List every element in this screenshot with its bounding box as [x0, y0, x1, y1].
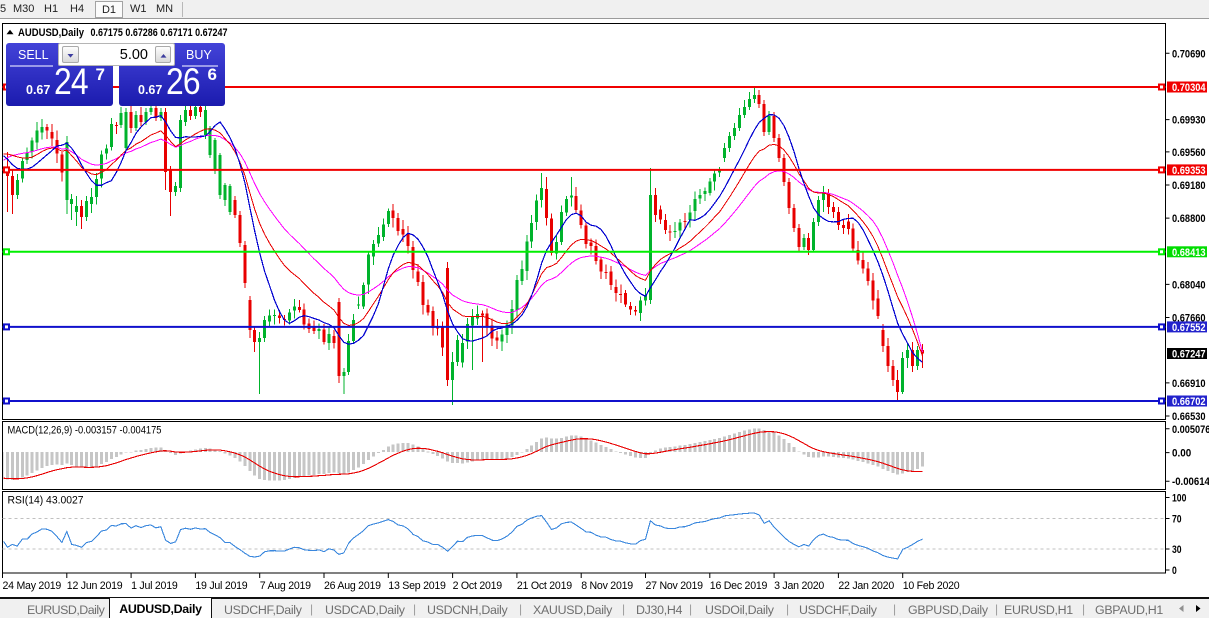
svg-text:19 Jul 2019: 19 Jul 2019: [195, 580, 247, 592]
svg-text:26 Aug 2019: 26 Aug 2019: [324, 580, 381, 592]
svg-text:22 Jan 2020: 22 Jan 2020: [838, 580, 894, 592]
svg-text:RSI(14) 43.0027: RSI(14) 43.0027: [8, 495, 84, 507]
svg-text:0.67552: 0.67552: [1172, 322, 1206, 334]
svg-text:16 Dec 2019: 16 Dec 2019: [710, 580, 768, 592]
svg-text:100: 100: [1172, 493, 1186, 505]
svg-text:0.68800: 0.68800: [1172, 213, 1206, 225]
svg-text:0.66530: 0.66530: [1172, 411, 1206, 423]
svg-text:21 Oct 2019: 21 Oct 2019: [517, 580, 572, 592]
svg-text:3 Jan 2020: 3 Jan 2020: [774, 580, 824, 592]
svg-text:70: 70: [1172, 514, 1182, 526]
svg-text:0.66910: 0.66910: [1172, 378, 1206, 390]
svg-text:24 May 2019: 24 May 2019: [3, 580, 62, 592]
svg-text:2 Oct 2019: 2 Oct 2019: [453, 580, 503, 592]
svg-text:0.69930: 0.69930: [1172, 115, 1206, 127]
svg-text:0.68040: 0.68040: [1172, 279, 1206, 291]
svg-text:7 Aug 2019: 7 Aug 2019: [260, 580, 311, 592]
svg-text:0.005076: 0.005076: [1172, 424, 1209, 436]
svg-text:0.69560: 0.69560: [1172, 147, 1206, 159]
svg-text:0.68413: 0.68413: [1172, 247, 1206, 259]
svg-text:AUDUSD,Daily: AUDUSD,Daily: [18, 27, 85, 39]
svg-text:MACD(12,26,9) -0.003157 -0.004: MACD(12,26,9) -0.003157 -0.004175: [8, 425, 162, 437]
svg-text:8 Nov 2019: 8 Nov 2019: [581, 580, 633, 592]
svg-text:30: 30: [1172, 544, 1182, 556]
svg-text:0.67247: 0.67247: [1172, 349, 1206, 361]
svg-text:0.69353: 0.69353: [1172, 165, 1206, 177]
svg-text:10 Feb 2020: 10 Feb 2020: [903, 580, 960, 592]
svg-text:0: 0: [1172, 565, 1177, 577]
svg-text:12 Jun 2019: 12 Jun 2019: [67, 580, 123, 592]
svg-text:0.66702: 0.66702: [1172, 396, 1206, 408]
svg-text:13 Sep 2019: 13 Sep 2019: [388, 580, 446, 592]
svg-text:27 Nov 2019: 27 Nov 2019: [646, 580, 704, 592]
svg-text:0.67175 0.67286 0.67171 0.6724: 0.67175 0.67286 0.67171 0.67247: [91, 27, 228, 39]
svg-text:1 Jul 2019: 1 Jul 2019: [131, 580, 178, 592]
svg-text:0.69180: 0.69180: [1172, 180, 1206, 192]
svg-text:-0.006148: -0.006148: [1172, 476, 1209, 488]
svg-text:0.00: 0.00: [1172, 448, 1191, 460]
svg-text:0.70304: 0.70304: [1172, 82, 1206, 94]
svg-text:0.70690: 0.70690: [1172, 48, 1206, 60]
